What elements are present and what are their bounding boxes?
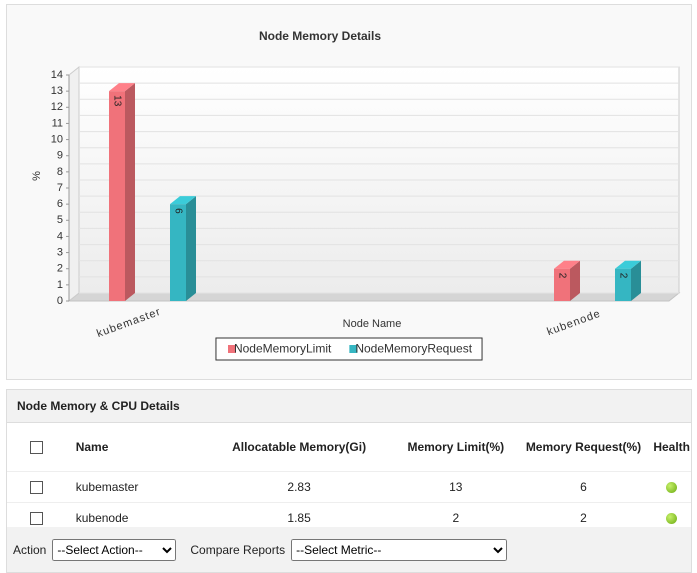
data-label: 2 — [617, 273, 628, 279]
x-tick-label: kubemaster — [95, 306, 163, 340]
table-panel: Node Memory & CPU Details Name Allocatab… — [6, 389, 692, 573]
column-header: Allocatable Memory(Gi) — [201, 423, 397, 472]
x-axis-label: Node Name — [343, 318, 402, 330]
y-tick-label: 14 — [51, 69, 63, 81]
y-tick-label: 5 — [57, 214, 63, 226]
health-icon — [666, 481, 678, 493]
legend-label: NodeMemoryRequest — [355, 342, 472, 356]
y-tick-label: 7 — [57, 182, 63, 194]
cell: 6 — [514, 471, 653, 503]
bar-top — [170, 196, 196, 205]
row: kubemaster 2.83 13 6 — [7, 471, 691, 503]
side-wall — [68, 65, 80, 303]
bar — [170, 204, 186, 301]
y-tick-label: 2 — [57, 263, 63, 275]
footer: Action --Select Action-- Compare Reports… — [7, 527, 691, 572]
legend-swatch — [349, 345, 358, 353]
bar-side — [186, 196, 196, 301]
table: Name Allocatable Memory(Gi) Memory Limit… — [7, 423, 691, 534]
checkbox[interactable] — [29, 480, 43, 494]
cell: 2.83 — [201, 471, 397, 503]
table-title: Node Memory & CPU Details — [7, 390, 691, 423]
y-tick-label: 10 — [51, 133, 63, 145]
health-icon — [666, 512, 678, 524]
y-tick-label: 3 — [57, 246, 63, 258]
compare-label: Compare Reports — [190, 542, 286, 557]
x-tick-label: kubenode — [545, 308, 602, 339]
chart-title: Node Memory Details — [259, 29, 381, 43]
y-tick-label: 4 — [57, 230, 63, 242]
y-tick-label: 13 — [51, 85, 63, 97]
bar-top — [615, 260, 641, 269]
data-label: 13 — [111, 95, 122, 107]
legend: NodeMemoryLimit NodeMemoryRequest — [215, 337, 483, 361]
bar-side — [125, 83, 135, 302]
checkbox[interactable] — [29, 511, 43, 525]
action-select[interactable]: --Select Action-- — [52, 538, 177, 561]
bar — [109, 91, 125, 302]
y-axis-label: % — [31, 171, 43, 181]
bar-side — [631, 260, 641, 301]
bar — [615, 268, 631, 301]
metric-select[interactable]: --Select Metric-- — [291, 538, 508, 561]
y-tick-label: 11 — [52, 117, 63, 129]
bar-top — [554, 260, 580, 269]
legend-label: NodeMemoryLimit — [234, 342, 332, 356]
column-header: Health — [652, 423, 691, 472]
column-header: Memory Limit(%) — [396, 423, 515, 472]
y-tick-label: 1 — [57, 279, 63, 291]
data-label: 2 — [556, 273, 567, 279]
y-tick-label: 0 — [57, 295, 63, 307]
y-tick-label: 6 — [57, 198, 63, 210]
y-tick-label: 12 — [51, 101, 63, 113]
bar-side — [570, 260, 580, 301]
checkbox[interactable] — [29, 440, 43, 454]
chart: Node Memory Details Node Name % 01234567… — [31, 29, 681, 361]
data-label: 6 — [172, 208, 183, 214]
cell: kubemaster — [65, 471, 202, 503]
y-tick-label: 8 — [57, 166, 63, 178]
y-tick-label: 9 — [57, 150, 63, 162]
legend-swatch — [228, 345, 236, 353]
bar — [554, 268, 570, 301]
bar-top — [109, 83, 135, 92]
cell: 13 — [396, 471, 515, 503]
action-label: Action — [13, 542, 47, 557]
legend-box — [215, 337, 483, 361]
column-header: Name — [65, 423, 202, 472]
floor — [67, 292, 681, 302]
column-header: Memory Request(%) — [514, 423, 653, 472]
header-row: Name Allocatable Memory(Gi) Memory Limit… — [7, 423, 691, 472]
